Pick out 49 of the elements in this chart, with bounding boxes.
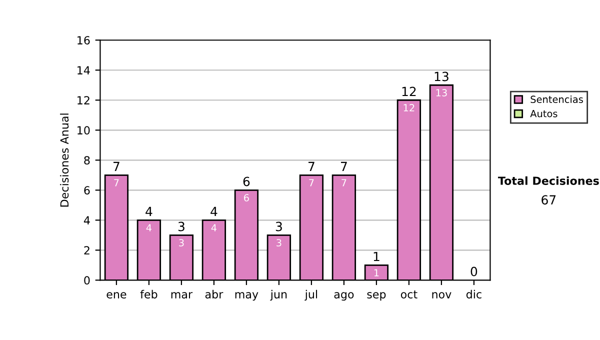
- x-tick-label: nov: [432, 292, 452, 298]
- y-axis-title: Decisiones Anual: [60, 114, 69, 207]
- total-label: 3: [276, 222, 282, 232]
- data-label: 6: [244, 194, 249, 202]
- total-label: 4: [210, 206, 218, 216]
- data-label: 1: [374, 269, 379, 276]
- text: Total Decisiones: [498, 176, 599, 185]
- total-label: 7: [341, 162, 347, 172]
- data-label: 12: [404, 104, 414, 112]
- y-tick-label: 8: [84, 156, 90, 165]
- total-label: 7: [114, 162, 120, 172]
- data-label: 3: [179, 239, 184, 246]
- total-label: 0: [470, 266, 478, 276]
- data-label: 7: [114, 179, 119, 186]
- x-tick-label: ene: [106, 292, 126, 298]
- x-tick-label: mar: [171, 292, 193, 298]
- total-label: 6: [243, 176, 250, 186]
- legend-label: Sentencias: [530, 95, 583, 104]
- total-label: 7: [308, 162, 314, 172]
- total-label: 3: [178, 222, 184, 232]
- x-tick-label: dic: [466, 290, 482, 298]
- total-label: 4: [146, 206, 152, 216]
- y-tick-label: 14: [78, 66, 90, 74]
- data-label: 4: [211, 224, 216, 232]
- total-label: 1: [374, 252, 380, 262]
- text: 67: [542, 195, 556, 205]
- x-tick-label: oct: [400, 290, 418, 298]
- x-tick-label: abr: [205, 290, 224, 298]
- data-label: 7: [309, 179, 314, 186]
- legend-label: Autos: [530, 110, 558, 118]
- y-tick-label: 6: [84, 186, 90, 195]
- y-tick-label: 4: [84, 216, 90, 224]
- y-tick-label: 12: [78, 96, 90, 104]
- data-label: 3: [276, 239, 282, 246]
- data-label: 13: [436, 89, 447, 96]
- x-tick-label: may: [235, 292, 258, 301]
- y-tick-label: 2: [84, 246, 90, 254]
- y-tick-label: 0: [84, 276, 90, 285]
- total-label: 13: [434, 72, 448, 82]
- y-tick-label: 16: [78, 36, 90, 44]
- x-tick-label: feb: [140, 290, 158, 298]
- x-tick-label: sep: [367, 292, 386, 301]
- y-tick-label: 10: [78, 126, 90, 135]
- data-label: 4: [146, 224, 152, 232]
- total-label: 12: [402, 86, 416, 96]
- x-tick-label: jul: [304, 290, 318, 301]
- x-tick-label: jun: [270, 290, 287, 301]
- x-tick-label: ago: [334, 292, 354, 301]
- data-label: 7: [342, 179, 346, 186]
